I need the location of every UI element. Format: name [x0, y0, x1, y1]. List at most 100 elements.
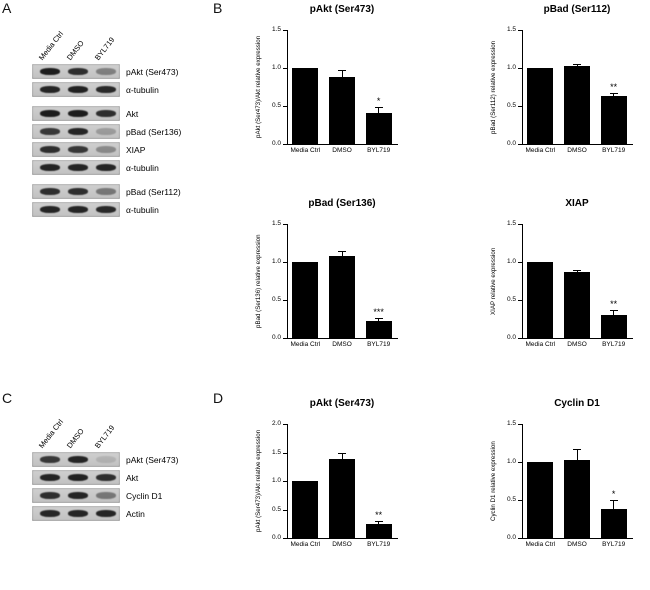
lane-labels: Media Ctrl DMSO BYL719	[32, 18, 122, 64]
chart-pakt-ser473-d: pAkt (Ser473) pAkt (Ser473)/Akt relative …	[243, 398, 423, 590]
y-tick-mark	[283, 262, 287, 263]
lane-label: BYL719	[92, 423, 117, 450]
blot-band	[96, 492, 116, 499]
panel-d-label: D	[213, 390, 224, 406]
blot-band	[40, 492, 60, 499]
blot-band	[96, 164, 116, 171]
blot-row-label: α-tubulin	[126, 84, 159, 95]
blot-strip	[32, 160, 120, 175]
bar	[365, 523, 392, 538]
bar	[564, 459, 590, 538]
y-tick-label: 0.0	[506, 140, 516, 147]
bar	[292, 68, 319, 144]
bar	[600, 315, 627, 338]
blot-row: pAkt (Ser473)	[32, 452, 178, 467]
error-bar	[576, 64, 578, 67]
chart-title: pAkt (Ser473)	[309, 4, 375, 15]
y-tick-mark	[518, 68, 522, 69]
blot-band	[96, 206, 116, 213]
blot-group: Akt pBad (Ser136) XIAP α-tubulin	[32, 106, 181, 175]
y-tick-label: 0.5	[271, 296, 281, 303]
blot-row: XIAP	[32, 142, 181, 157]
bar	[600, 96, 627, 144]
y-tick-label: 1.0	[271, 258, 281, 265]
y-tick-label: 1.0	[271, 64, 281, 71]
y-tick-mark	[283, 481, 287, 482]
y-tick-label: 0.5	[271, 505, 281, 513]
x-tick-label: BYL719	[602, 147, 626, 154]
error-bar-cap	[374, 318, 383, 320]
error-bar-cap	[338, 452, 346, 454]
y-tick-mark	[518, 300, 522, 301]
x-tick-label: Media Ctrl	[525, 541, 556, 548]
chart-title: pBad (Ser112)	[543, 4, 611, 15]
lane-labels: Media Ctrl DMSO BYL719	[32, 406, 122, 452]
blot-row-label: pAkt (Ser473)	[126, 66, 179, 77]
significance-label: *	[611, 489, 616, 499]
y-tick-label: 0.5	[506, 102, 516, 109]
chart-title: pAkt (Ser473)	[309, 398, 375, 409]
y-tick-label: 1.0	[271, 477, 281, 484]
error-bar-cap	[573, 269, 581, 271]
chart-pbad-ser112: pBad (Ser112) pBad (Ser112) relative expr…	[478, 4, 650, 199]
blot-band	[68, 146, 88, 153]
chart-title: pBad (Ser136)	[308, 198, 376, 209]
y-tick-label: 1.0	[506, 64, 516, 71]
x-tick-label: DMSO	[567, 147, 587, 154]
y-tick-label: 0.0	[506, 334, 516, 341]
blot-band	[96, 110, 116, 117]
blot-strip	[32, 202, 120, 217]
blot-row-label: pBad (Ser136)	[126, 126, 182, 137]
blot-group: pAkt (Ser473) Akt Cyclin D1 Actin	[32, 452, 178, 521]
y-tick-label: 0.5	[271, 102, 281, 109]
blot-band	[68, 86, 88, 93]
error-bar	[576, 449, 578, 460]
lane-label: DMSO	[64, 426, 86, 450]
blot-band	[96, 188, 116, 195]
y-axis-label: Cyclin D1 relative expression	[490, 441, 497, 521]
y-tick-mark	[283, 300, 287, 301]
blot-row: pBad (Ser112)	[32, 184, 181, 199]
blot-band	[40, 206, 60, 213]
error-bar-cap	[609, 93, 618, 95]
x-tick-label: DMSO	[567, 341, 587, 348]
significance-label: **	[610, 298, 618, 309]
blot-strip	[32, 452, 120, 467]
x-tick-label: Media Ctrl	[525, 341, 556, 348]
chart-pbad-ser136: pBad (Ser136) pBad (Ser136) relative expr…	[243, 198, 423, 393]
bar	[527, 262, 554, 338]
y-tick-mark	[283, 30, 287, 31]
error-bar	[378, 520, 380, 524]
x-tick-label: BYL719	[367, 147, 391, 154]
error-bar	[576, 269, 578, 272]
lane-label: DMSO	[64, 38, 86, 62]
blot-row-label: XIAP	[126, 144, 146, 155]
blot-row-label: Actin	[126, 508, 145, 519]
y-tick-label: 0.0	[271, 534, 281, 541]
blot-row-label: α-tubulin	[126, 162, 159, 173]
blot-row-label: α-tubulin	[126, 204, 159, 215]
blot-band	[40, 68, 60, 75]
y-tick-label: 0.0	[506, 534, 516, 541]
y-tick-mark	[518, 106, 522, 107]
western-blot-panel-c: Media Ctrl DMSO BYL719 pAkt (Ser473) Akt Cycl…	[32, 406, 178, 530]
blot-band	[40, 474, 60, 481]
error-bar	[613, 93, 615, 97]
blot-band	[40, 146, 60, 153]
chart-cyclin-d1: Cyclin D1 Cyclin D1 relative expression 0.…	[478, 398, 650, 590]
bar	[329, 77, 355, 144]
y-tick-label: 0.5	[506, 496, 516, 503]
blot-row: α-tubulin	[32, 202, 181, 217]
panel-a-label: A	[2, 0, 12, 16]
lane-label: Media Ctrl	[36, 29, 66, 62]
y-tick-label: 1.5	[506, 26, 516, 33]
y-tick-mark	[518, 144, 522, 145]
y-tick-label: 0.0	[271, 140, 281, 147]
blot-strip	[32, 64, 120, 79]
blot-band	[68, 510, 88, 517]
error-bar	[341, 251, 343, 256]
y-tick-label: 1.5	[271, 26, 281, 33]
blot-row: α-tubulin	[32, 82, 181, 97]
blot-band	[96, 146, 116, 153]
blot-strip	[32, 124, 120, 139]
